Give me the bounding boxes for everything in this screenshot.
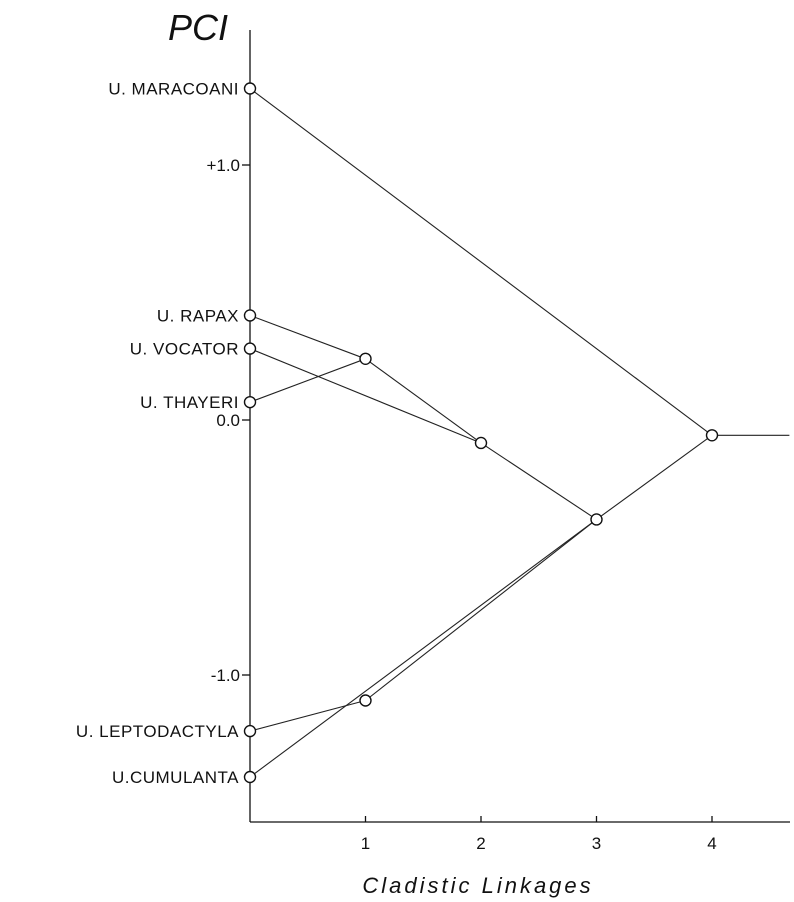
node-j1a bbox=[359, 352, 372, 365]
x-tick-label: 3 bbox=[592, 834, 601, 853]
node-j3 bbox=[590, 513, 603, 526]
node-rapax bbox=[243, 309, 257, 322]
tree-edge bbox=[365, 519, 597, 701]
tree-edge bbox=[249, 358, 366, 403]
taxon-label-cumulanta: U.CUMULANTA bbox=[112, 768, 239, 787]
taxon-label-maracoani: U. MARACOANI bbox=[108, 80, 239, 99]
tree-edge bbox=[480, 442, 597, 520]
axes bbox=[249, 30, 790, 823]
taxon-label-leptodactyla: U. LEPTODACTYLA bbox=[76, 722, 239, 741]
tree-edges bbox=[249, 88, 790, 778]
tree-edge bbox=[249, 88, 713, 436]
node-j4 bbox=[705, 429, 719, 442]
tree-nodes bbox=[243, 82, 719, 784]
tree-edge bbox=[596, 434, 713, 520]
taxon-label-rapax: U. RAPAX bbox=[157, 306, 239, 325]
tree-edge bbox=[249, 519, 597, 778]
node-thayeri bbox=[243, 395, 257, 409]
x-axis-label: Cladistic Linkages bbox=[362, 873, 593, 898]
y-tick-label: -1.0 bbox=[211, 666, 240, 685]
y-tick-label: +1.0 bbox=[206, 156, 240, 175]
x-tick-label: 2 bbox=[476, 834, 485, 853]
tree-edge bbox=[249, 699, 366, 732]
node-j2 bbox=[474, 436, 488, 450]
tree-edge bbox=[365, 358, 482, 444]
y-tick-label: 0.0 bbox=[216, 411, 240, 430]
node-maracoani bbox=[243, 82, 257, 95]
x-tick-label: 4 bbox=[707, 834, 716, 853]
node-leptodactyla bbox=[243, 724, 257, 738]
ticks: 1 2 3 4 +1.0 0.0 -1.0 bbox=[206, 156, 716, 853]
tree-edge bbox=[249, 314, 366, 360]
node-vocator bbox=[243, 342, 257, 355]
y-axis-label: PCI bbox=[168, 7, 228, 48]
taxon-labels: U. MARACOANI U. RAPAX U. VOCATOR U. THAYERI… bbox=[76, 80, 239, 788]
x-tick-label: 1 bbox=[361, 834, 370, 853]
taxon-label-thayeri: U. THAYERI bbox=[140, 393, 239, 412]
node-cumulanta bbox=[243, 770, 257, 784]
tree-edge bbox=[249, 348, 482, 444]
node-j1b bbox=[359, 694, 372, 707]
taxon-label-vocator: U. VOCATOR bbox=[130, 340, 239, 359]
